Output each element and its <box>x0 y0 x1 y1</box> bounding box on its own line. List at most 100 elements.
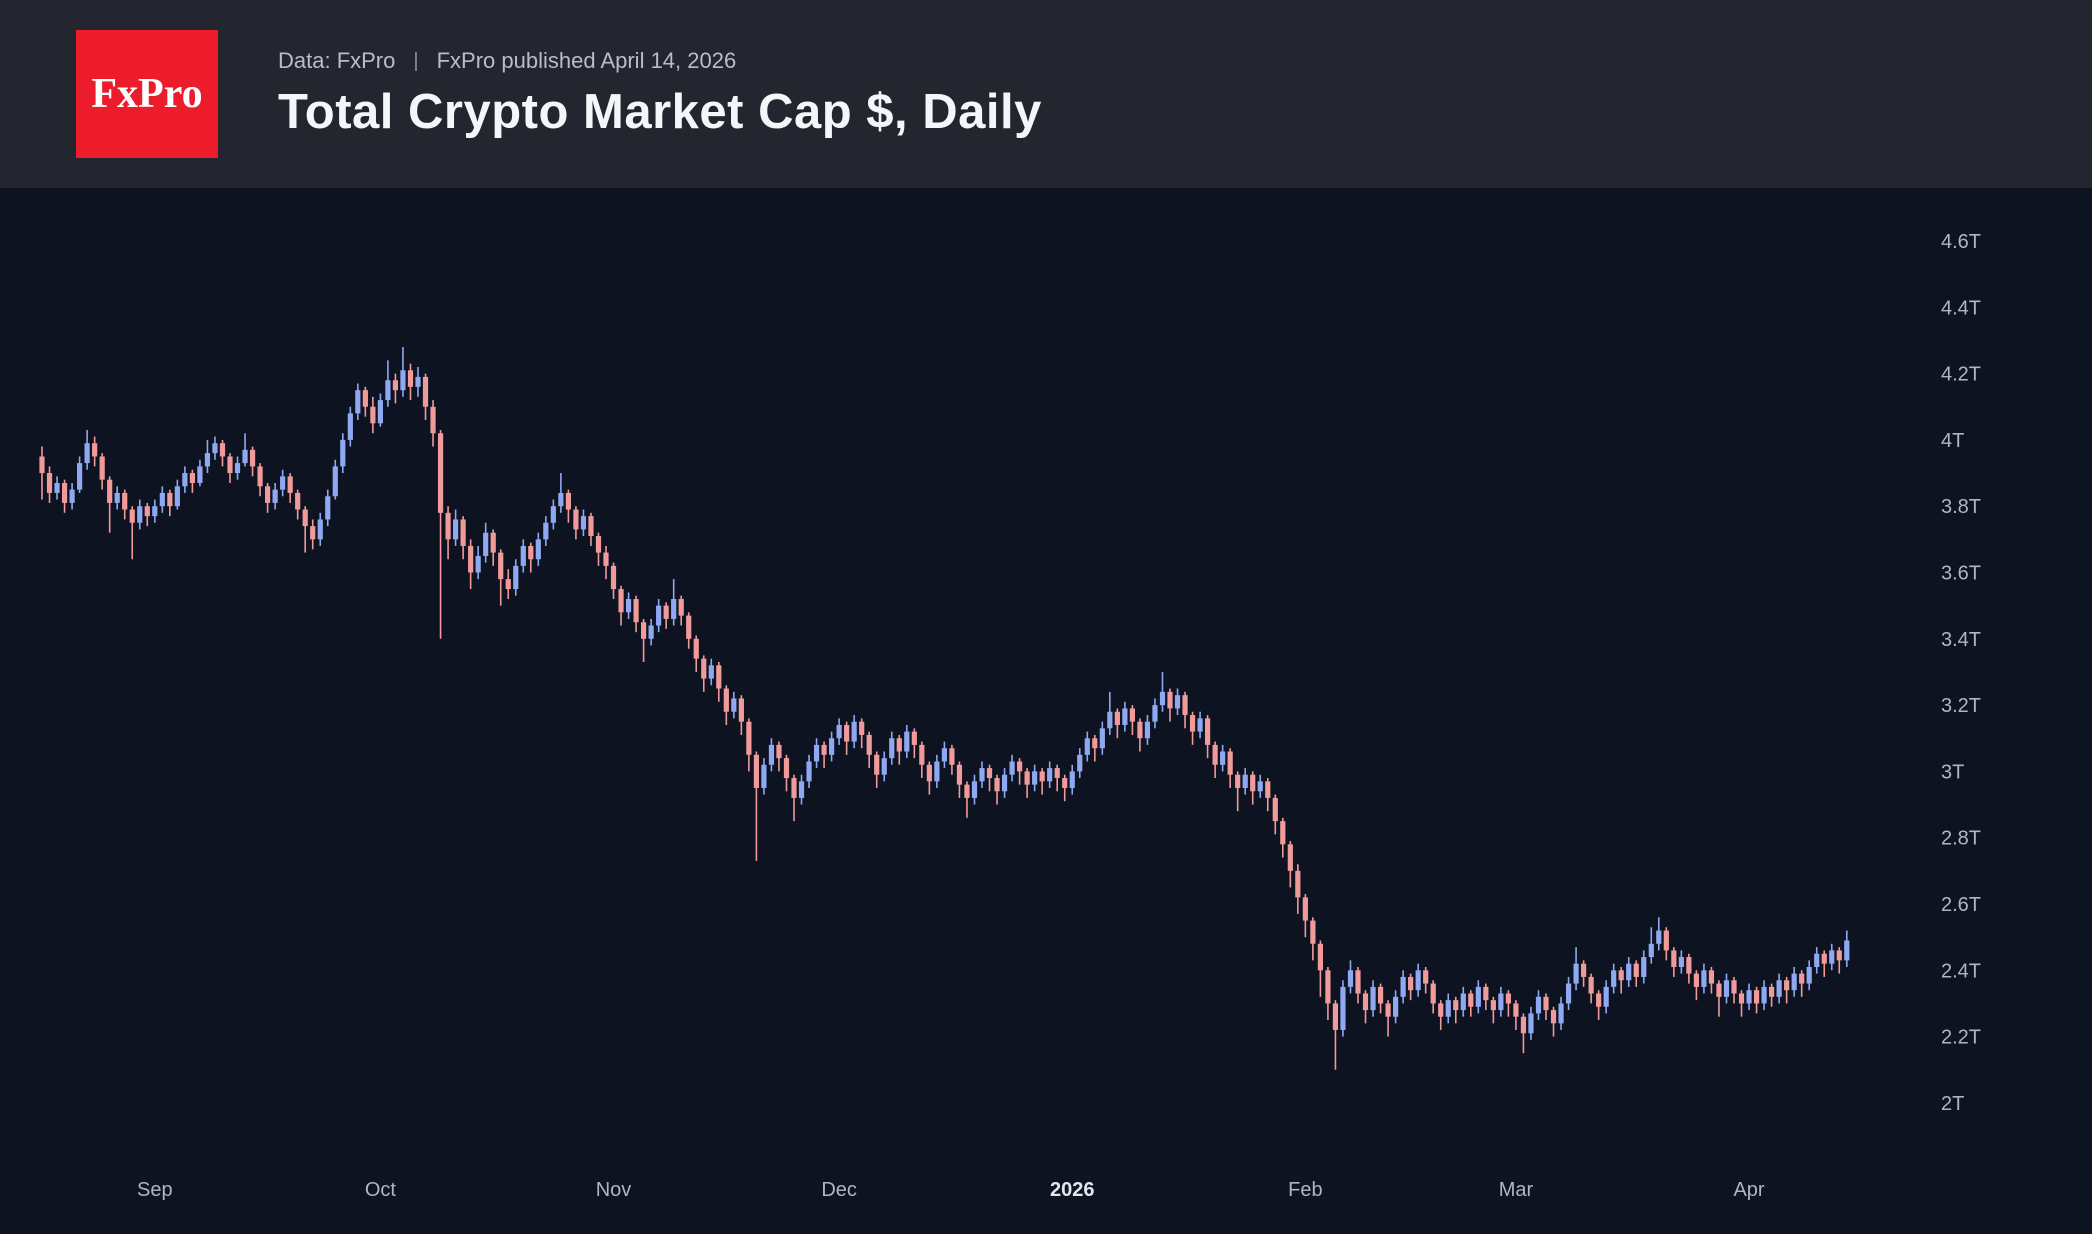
candle <box>1776 973 1782 1004</box>
candle <box>1355 966 1361 1004</box>
candle-body <box>1648 943 1654 958</box>
candle-body <box>851 721 857 742</box>
candle <box>174 479 180 510</box>
candle <box>137 499 143 530</box>
candle-body <box>813 744 820 762</box>
candle-body <box>84 443 90 464</box>
candle <box>1814 947 1820 974</box>
candle <box>1806 960 1812 991</box>
candle <box>874 751 880 788</box>
candle-body <box>1475 986 1481 1007</box>
candle <box>1325 966 1331 1021</box>
candle <box>325 489 331 527</box>
candle <box>1024 768 1030 798</box>
candle <box>716 662 722 702</box>
candle-body <box>603 552 609 566</box>
candle-body <box>265 486 271 503</box>
candle <box>1144 715 1151 745</box>
candle <box>1129 705 1135 735</box>
candle <box>257 463 263 497</box>
candle <box>1686 953 1692 984</box>
candle <box>1212 741 1218 779</box>
candle-body <box>791 778 797 798</box>
candle-body <box>1415 970 1421 991</box>
candle-body <box>475 555 481 573</box>
candle <box>768 738 775 772</box>
candle <box>1242 768 1248 795</box>
candle <box>460 516 466 560</box>
candle <box>1295 864 1301 914</box>
candle <box>1453 996 1459 1024</box>
candle <box>84 429 90 470</box>
candle-body <box>513 565 519 590</box>
candle <box>1054 764 1060 792</box>
candle <box>1565 976 1572 1011</box>
candle-body <box>460 519 466 546</box>
candle <box>753 751 759 861</box>
candle-body <box>1663 930 1669 951</box>
candle <box>791 774 797 822</box>
candle <box>859 718 865 749</box>
candle-body <box>731 698 737 712</box>
candle-body <box>204 453 211 467</box>
candle-body <box>949 748 955 765</box>
candle-body <box>1001 774 1008 792</box>
candle <box>332 459 338 500</box>
candle-body <box>1265 781 1271 798</box>
candle-body <box>114 492 120 503</box>
candle <box>92 436 98 467</box>
candle-body <box>280 476 286 490</box>
y-axis-label: 3T <box>1941 761 1964 783</box>
candle <box>731 691 737 719</box>
candle-body <box>272 489 278 503</box>
candle <box>1656 917 1662 951</box>
y-axis-label: 2.6T <box>1941 894 1981 916</box>
candle-body <box>468 545 474 573</box>
candle-body <box>1242 774 1248 788</box>
candle <box>1062 774 1068 802</box>
candle-body <box>1332 1003 1339 1030</box>
candle <box>1069 764 1075 795</box>
x-axis-label: 2026 <box>1050 1179 1095 1201</box>
candle <box>1761 980 1767 1011</box>
x-axis-label: Feb <box>1288 1179 1322 1201</box>
candle-body <box>1588 976 1594 994</box>
candle <box>798 774 805 805</box>
candle <box>904 724 910 759</box>
candle <box>1626 957 1632 987</box>
candle-body <box>986 768 993 779</box>
candle <box>69 482 75 510</box>
candle <box>1581 960 1587 987</box>
candle-body <box>1633 963 1639 977</box>
chart-title: Total Crypto Market Cap $, Daily <box>278 85 1042 139</box>
x-axis-label: Apr <box>1733 1179 1764 1201</box>
candle-body <box>580 516 587 530</box>
candle-body <box>753 754 759 788</box>
candle-body <box>693 638 699 659</box>
candle <box>701 655 707 692</box>
candle <box>934 754 940 788</box>
candle-body <box>453 519 459 540</box>
candle-body <box>159 492 165 507</box>
candle-body <box>129 509 135 523</box>
candle-body <box>212 443 218 454</box>
candle-body <box>565 492 571 510</box>
candle <box>618 585 624 626</box>
candle-body <box>167 492 173 507</box>
candle-body <box>1137 721 1143 739</box>
candle <box>1430 980 1436 1014</box>
candle <box>1483 983 1489 1011</box>
candle <box>317 512 323 546</box>
candle <box>340 433 346 474</box>
candle <box>610 562 617 600</box>
candle-body <box>738 698 744 722</box>
candle-body <box>1814 953 1820 967</box>
candle <box>1092 734 1098 762</box>
candle <box>204 439 211 474</box>
candle-body <box>1806 966 1812 984</box>
candle-body <box>445 512 451 540</box>
candle <box>558 473 564 513</box>
candle-body <box>558 492 564 507</box>
candle <box>1332 1000 1339 1070</box>
candle-body <box>1746 990 1752 1004</box>
